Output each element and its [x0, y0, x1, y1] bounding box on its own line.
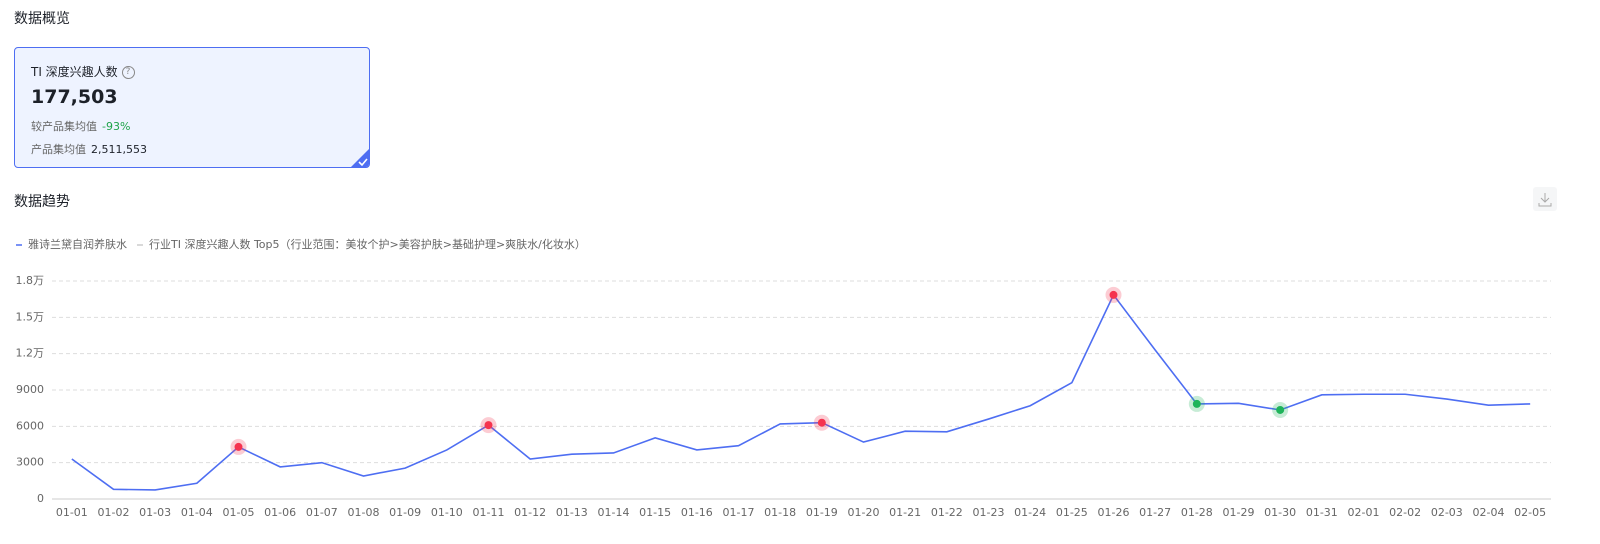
y-tick-label: 9000: [16, 383, 44, 396]
compare-value: -93%: [102, 120, 131, 133]
legend-label[interactable]: 雅诗兰黛自润养肤水: [28, 237, 127, 251]
x-tick-label: 01-26: [1098, 506, 1130, 519]
highlight-halo: [480, 417, 497, 434]
compare-row: 较产品集均值 -93%: [31, 118, 130, 134]
x-tick-label: 01-20: [848, 506, 880, 519]
highlight-halo: [230, 438, 247, 455]
metric-label: TI 深度兴趣人数 ?: [31, 63, 135, 80]
x-tick-label: 01-13: [556, 506, 588, 519]
section-title: 数据趋势: [14, 194, 70, 210]
x-tick-label: 01-10: [431, 506, 463, 519]
metric-label-text: TI 深度兴趣人数: [31, 65, 118, 79]
highlight-point: [1192, 399, 1201, 408]
x-tick-label: 01-04: [181, 506, 213, 519]
metric-card[interactable]: TI 深度兴趣人数 ? 177,503 较产品集均值 -93% 产品集均值 2,51…: [14, 47, 370, 168]
x-tick-label: 01-19: [806, 506, 838, 519]
x-tick-label: 01-14: [598, 506, 630, 519]
x-tick-label: 01-08: [348, 506, 380, 519]
x-tick-label: 02-02: [1389, 506, 1421, 519]
x-tick-label: 01-27: [1139, 506, 1171, 519]
x-tick-label: 01-24: [1014, 506, 1046, 519]
x-tick-label: 01-05: [223, 506, 255, 519]
x-tick-label: 01-07: [306, 506, 338, 519]
highlight-halo: [1105, 286, 1122, 303]
avg-label: 产品集均值: [31, 143, 86, 156]
x-tick-label: 01-02: [98, 506, 130, 519]
x-tick-label: 01-09: [389, 506, 421, 519]
avg-value: 2,511,553: [91, 143, 147, 156]
x-tick-label: 01-11: [473, 506, 505, 519]
x-tick-label: 02-05: [1514, 506, 1546, 519]
download-button[interactable]: [1533, 187, 1557, 211]
highlight-point: [484, 421, 493, 430]
x-tick-label: 01-15: [639, 506, 671, 519]
x-tick-label: 01-12: [514, 506, 546, 519]
avg-row: 产品集均值 2,511,553: [31, 141, 147, 157]
highlight-point: [1276, 405, 1285, 414]
highlight-halo: [1188, 395, 1205, 412]
x-tick-label: 01-22: [931, 506, 963, 519]
x-tick-label: 01-01: [56, 506, 88, 519]
section-title: 数据概览: [14, 11, 70, 27]
y-tick-label: 1.8万: [16, 274, 45, 287]
x-tick-label: 01-28: [1181, 506, 1213, 519]
x-tick-label: 02-01: [1348, 506, 1380, 519]
x-tick-label: 02-03: [1431, 506, 1463, 519]
help-icon[interactable]: ?: [121, 66, 135, 79]
x-tick-label: 01-23: [973, 506, 1005, 519]
x-tick-label: 01-16: [681, 506, 713, 519]
x-tick-label: 01-06: [264, 506, 296, 519]
x-tick-label: 02-04: [1473, 506, 1505, 519]
x-tick-label: 01-31: [1306, 506, 1338, 519]
x-tick-label: 01-18: [764, 506, 796, 519]
compare-label: 较产品集均值: [31, 120, 97, 133]
x-tick-label: 01-29: [1223, 506, 1255, 519]
y-tick-label: 6000: [16, 419, 44, 432]
x-tick-label: 01-21: [889, 506, 921, 519]
x-tick-label: 01-17: [723, 506, 755, 519]
metric-value: 177,503: [31, 86, 118, 108]
highlight-halo: [1272, 401, 1289, 418]
highlight-point: [1109, 290, 1118, 299]
highlight-point: [817, 418, 826, 427]
highlight-halo: [813, 414, 830, 431]
x-tick-label: 01-30: [1264, 506, 1296, 519]
y-tick-label: 1.2万: [16, 347, 45, 360]
x-tick-label: 01-03: [139, 506, 171, 519]
selected-badge: [351, 149, 369, 167]
legend-label[interactable]: 行业TI 深度兴趣人数 Top5（行业范围：美妆个护>美容护肤>基础护理>爽肤水…: [149, 237, 586, 251]
y-tick-label: 1.5万: [16, 310, 45, 323]
highlight-point: [234, 442, 243, 451]
y-tick-label: 3000: [16, 456, 44, 469]
y-tick-label: 0: [37, 492, 44, 505]
series-line: [71, 293, 1531, 491]
x-tick-label: 01-25: [1056, 506, 1088, 519]
